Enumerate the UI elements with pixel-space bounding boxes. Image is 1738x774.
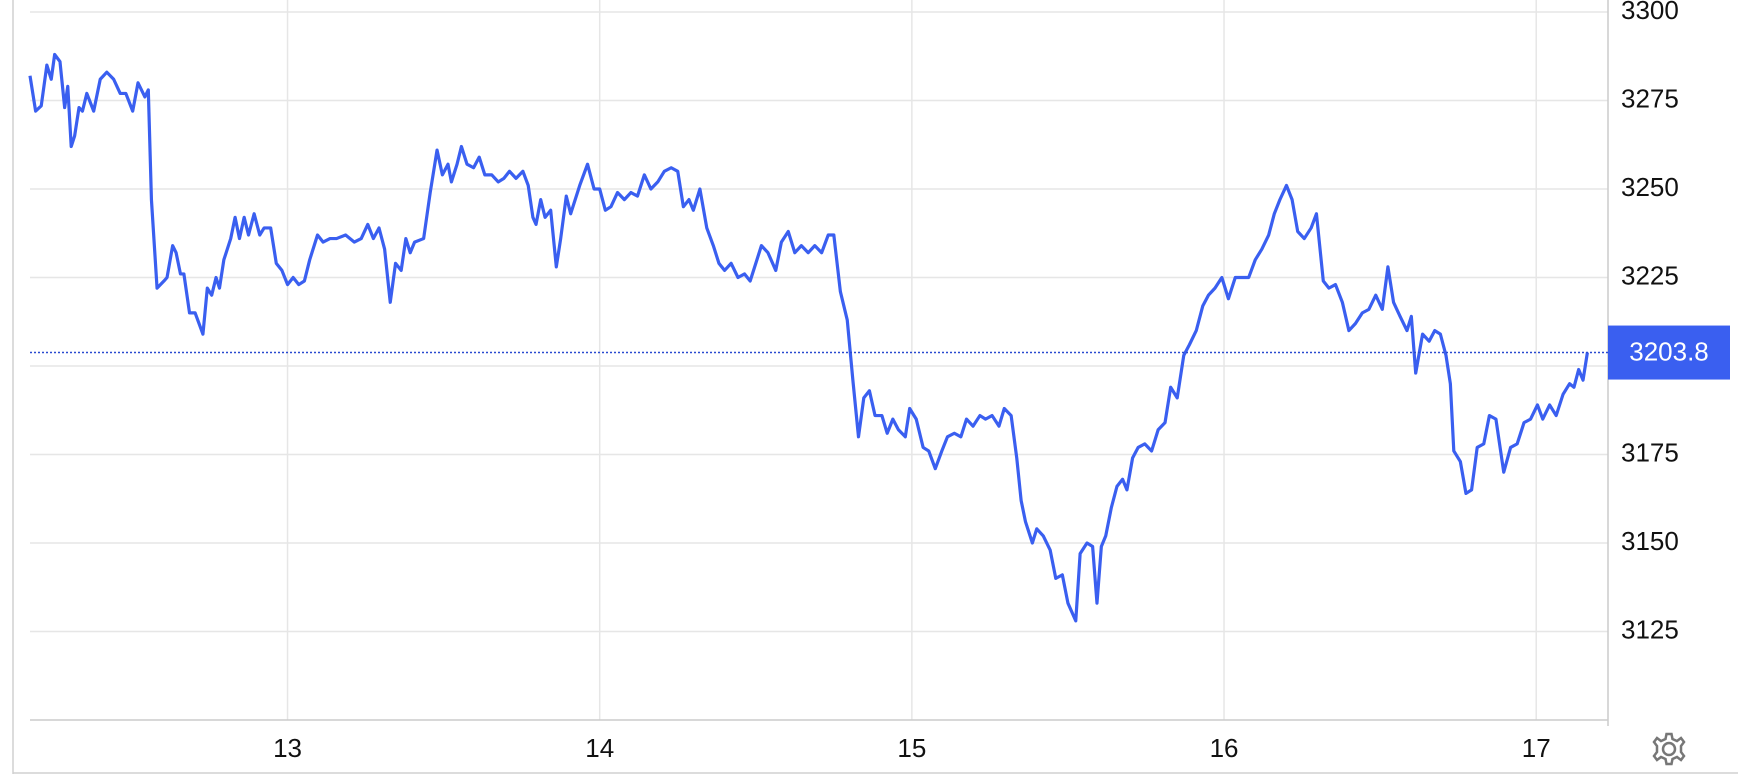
y-tick-label: 3225	[1621, 260, 1679, 290]
y-tick-label: 3300	[1621, 0, 1679, 25]
price-line	[28, 52, 1589, 623]
y-tick-label: 3125	[1621, 614, 1679, 644]
y-tick-label: 3275	[1621, 83, 1679, 113]
x-tick-label: 17	[1522, 733, 1551, 763]
x-tick-label: 16	[1210, 733, 1239, 763]
x-tick-label: 14	[585, 733, 614, 763]
last-price-box	[1608, 325, 1730, 380]
settings-icon[interactable]	[1652, 732, 1686, 766]
last-price-label: 3203.8	[1629, 336, 1709, 366]
y-tick-label: 3150	[1621, 526, 1679, 556]
y-tick-label: 3175	[1621, 437, 1679, 467]
x-tick-label: 15	[897, 733, 926, 763]
y-tick-label: 3250	[1621, 172, 1679, 202]
x-tick-label: 13	[273, 733, 302, 763]
